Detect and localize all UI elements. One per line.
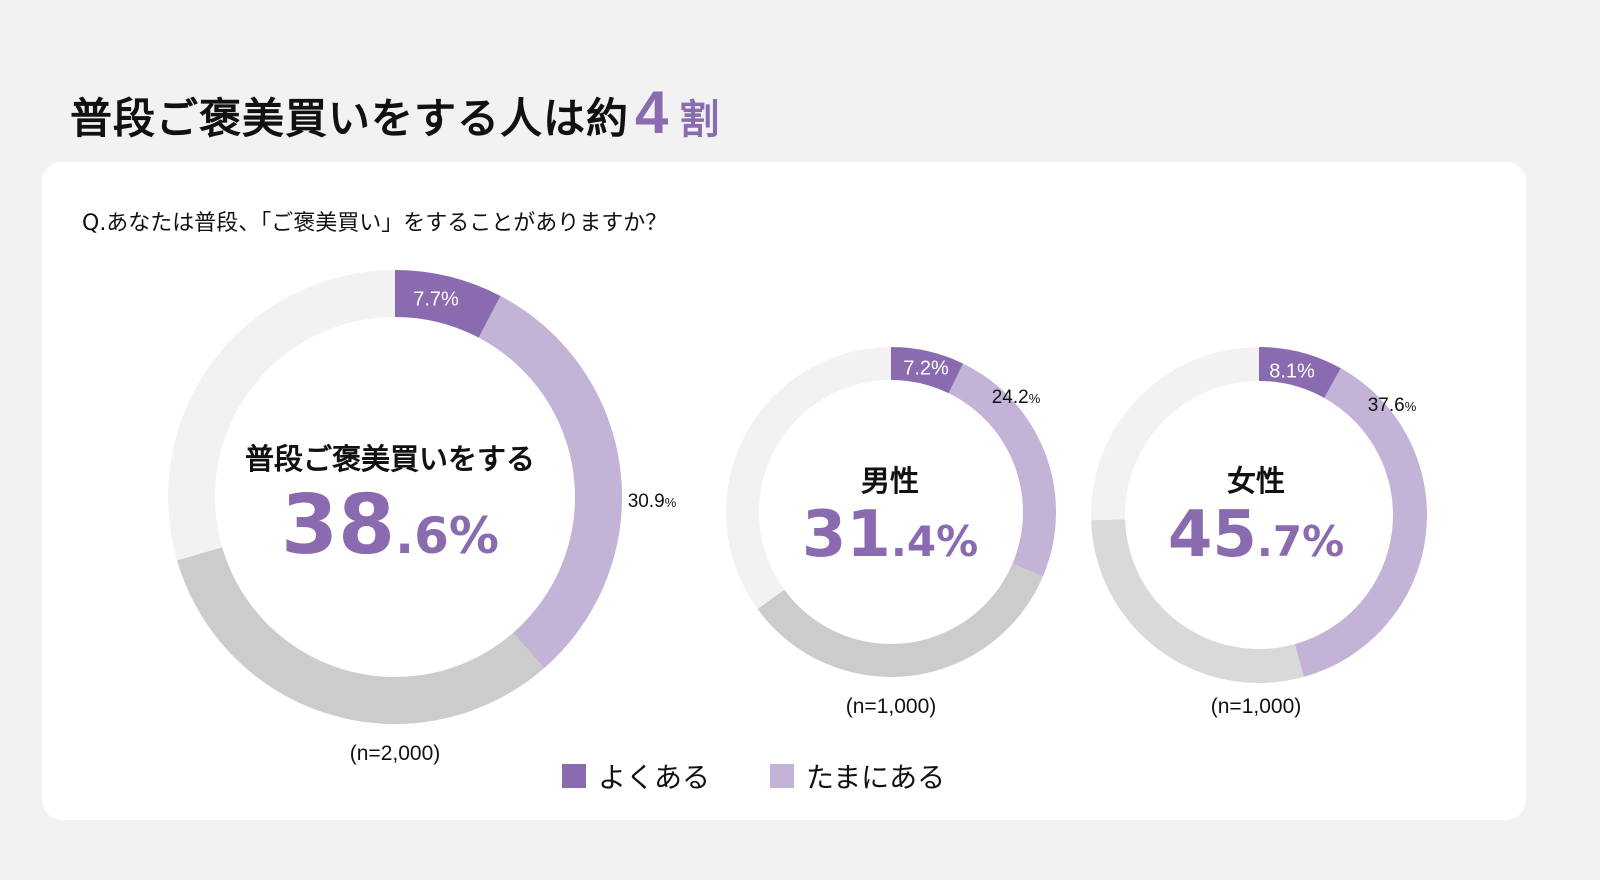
- legend-swatch-sometimes: [770, 764, 795, 788]
- legend-item-sometimes: たまにある: [770, 756, 945, 796]
- page-title: 普段ご褒美買いをする人は約 4 割: [70, 78, 720, 147]
- title-unit: 割: [679, 97, 721, 143]
- sample-size-overall: (n=2,000): [349, 742, 441, 765]
- sample-size-female: (n=1,000): [1210, 695, 1302, 718]
- legend: よくある たまにある: [562, 756, 945, 796]
- center-value-overall: 38.6%: [281, 478, 499, 573]
- sample-size-male: (n=1,000): [845, 695, 937, 718]
- value-dec: .4%: [890, 517, 979, 566]
- donut-segment-female-2: [1091, 519, 1304, 683]
- data-label-female-often: 8.1%: [1269, 360, 1315, 383]
- center-title-female: 女性: [1226, 464, 1286, 498]
- donut-segment-female-1: [1294, 368, 1428, 677]
- donut-segment-male-2: [757, 563, 1043, 677]
- value-int: 45: [1167, 498, 1257, 572]
- data-label-male-often: 7.2%: [903, 357, 949, 380]
- question-text: Q.あなたは普段、「ご褒美買い」をすることがありますか？: [82, 211, 668, 236]
- value-dec: .6%: [395, 507, 500, 565]
- data-label-female-sometimes: 37.6%: [1368, 395, 1417, 417]
- value-int: 38: [280, 478, 396, 573]
- center-title-male: 男性: [860, 464, 920, 498]
- center-value-male: 31.4%: [802, 498, 978, 572]
- legend-swatch-often: [562, 764, 586, 788]
- unit: %: [1028, 391, 1041, 406]
- value-dec: .7%: [1256, 517, 1345, 566]
- donut-segment-male-0: [891, 347, 964, 394]
- donut-segment-overall-0: [395, 270, 501, 338]
- chart-card: [42, 162, 1526, 820]
- donut-segment-female-3: [1091, 347, 1259, 521]
- legend-label: よくある: [598, 761, 711, 794]
- donut-segment-male-1: [948, 363, 1056, 577]
- data-label-overall-sometimes: 30.9%: [628, 491, 677, 513]
- donut-segment-overall-2: [177, 547, 545, 725]
- value: 37.6: [1367, 395, 1405, 416]
- donut-segment-overall-1: [478, 296, 623, 669]
- legend-label: たまにある: [806, 761, 946, 794]
- data-label-male-sometimes: 24.2%: [992, 387, 1041, 409]
- value: 30.9: [627, 491, 665, 512]
- center-title-overall: 普段ご褒美買いをする: [244, 442, 536, 476]
- legend-item-often: よくある: [562, 756, 710, 796]
- unit: %: [664, 495, 677, 510]
- title-number: 4: [635, 79, 670, 146]
- data-label-overall-often: 7.7%: [413, 288, 459, 311]
- donut-segment-overall-3: [167, 270, 395, 561]
- unit: %: [1404, 399, 1417, 414]
- center-value-female: 45.7%: [1168, 498, 1344, 572]
- donut-segment-female-0: [1259, 347, 1341, 398]
- donut-segment-male-3: [725, 347, 891, 609]
- title-text: 普段ご褒美買いをする人は約: [70, 94, 630, 143]
- value-int: 31: [801, 498, 891, 572]
- value: 24.2: [991, 387, 1029, 408]
